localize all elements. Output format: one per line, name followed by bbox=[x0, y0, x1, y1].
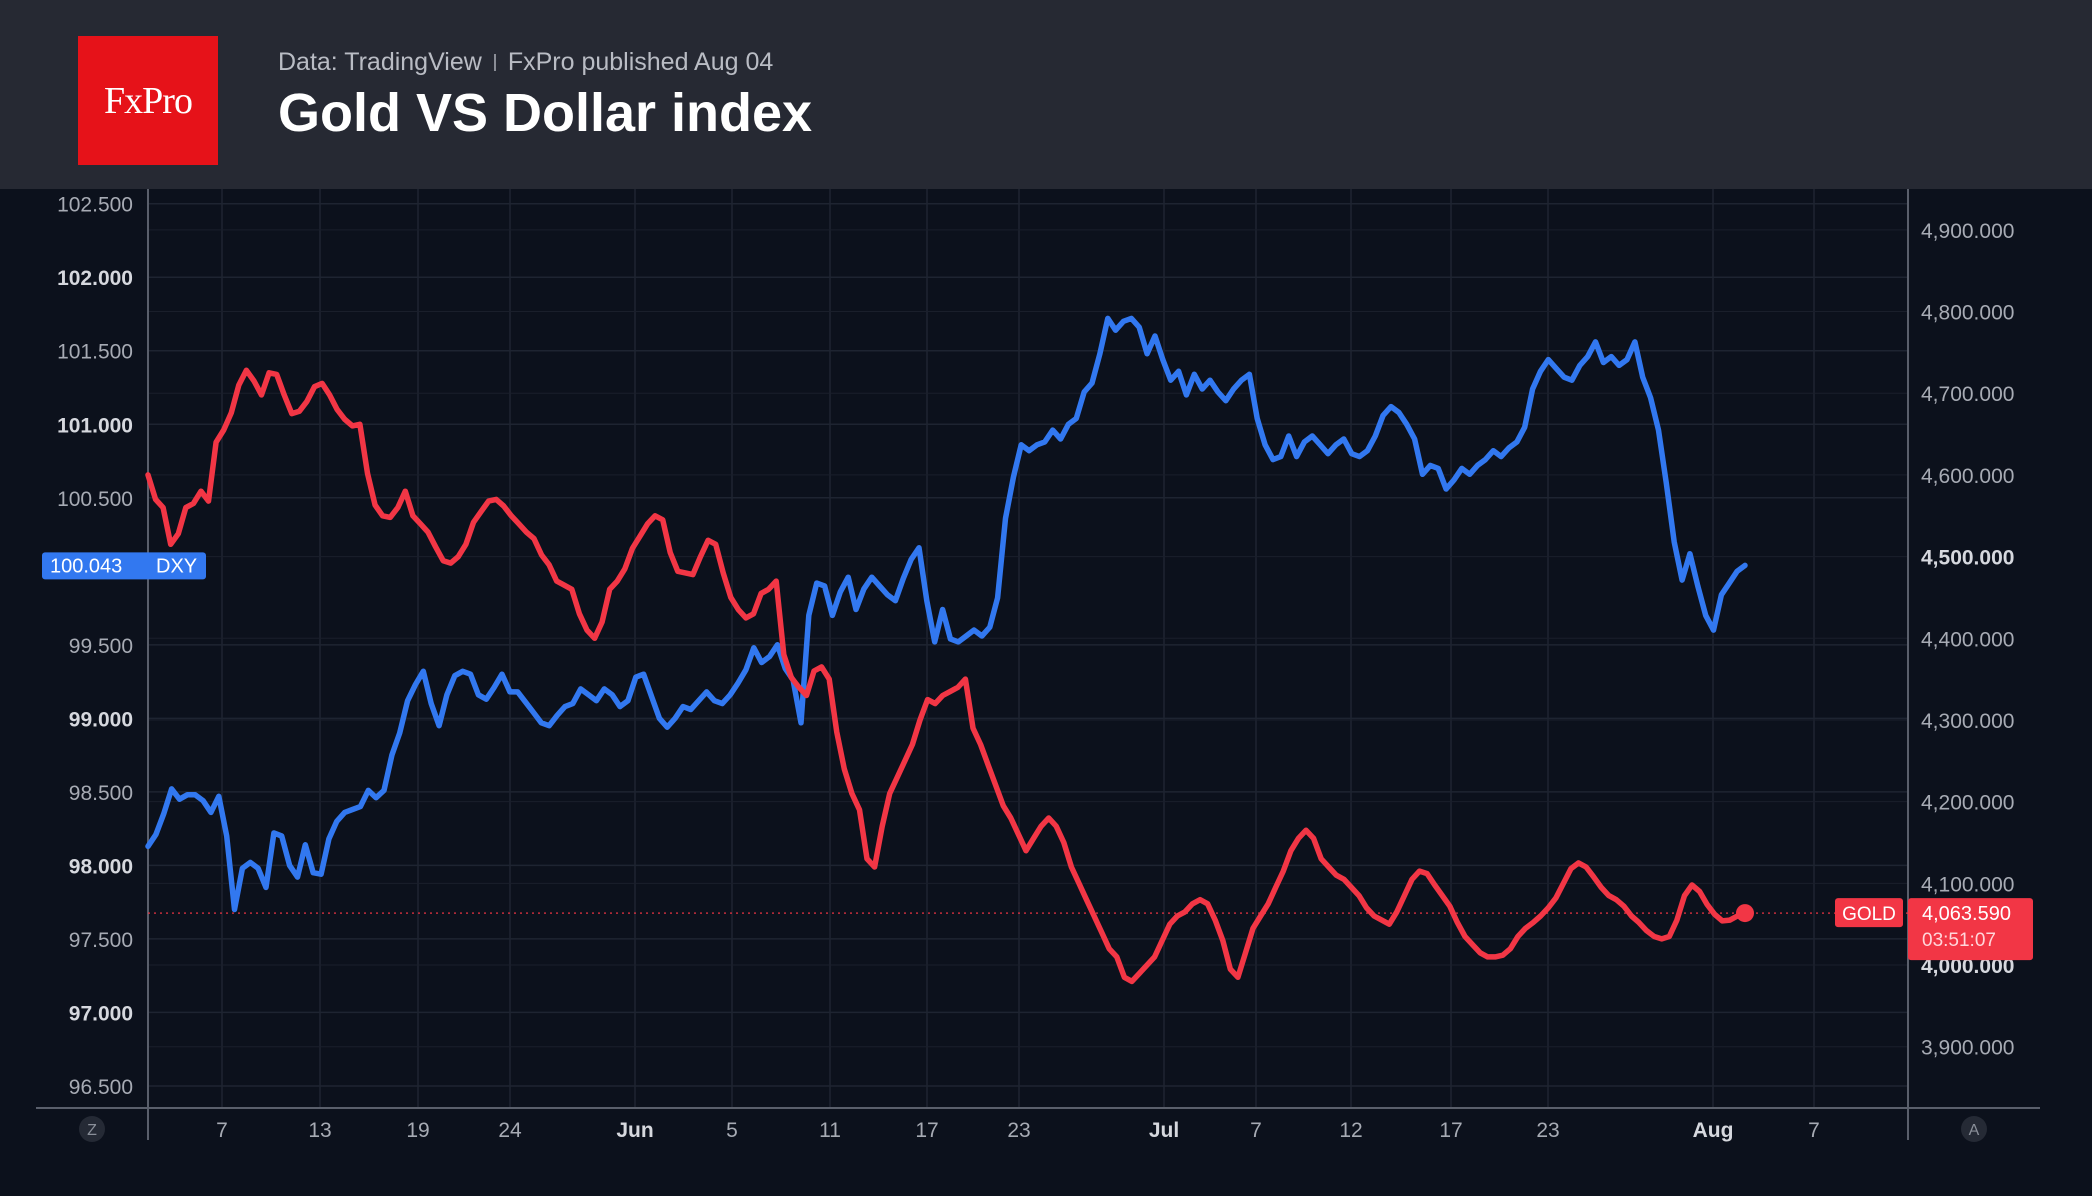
right-axis-tick-label: 4,400.000 bbox=[1921, 628, 2014, 651]
axis-button-a[interactable] bbox=[1961, 1116, 1987, 1142]
left-axis-tick-label: 98.000 bbox=[69, 855, 133, 878]
data-source: Data: TradingView bbox=[278, 48, 482, 76]
axis-button-label: A bbox=[1969, 1122, 1980, 1139]
left-axis-tick-label: 96.500 bbox=[69, 1076, 133, 1099]
gold-price-badge bbox=[1908, 898, 2033, 961]
right-axis-tick-label: 4,200.000 bbox=[1921, 792, 2014, 815]
series-line-gold bbox=[145, 367, 1748, 985]
x-axis-tick-label: 24 bbox=[498, 1119, 522, 1142]
dxy-price-badge bbox=[42, 552, 206, 580]
right-axis-tick-label: 4,600.000 bbox=[1921, 465, 2014, 488]
source-line: Data: TradingView FxPro published Aug 04 bbox=[278, 48, 773, 77]
dxy-series-name: DXY bbox=[156, 555, 197, 577]
x-axis-tick-label: Jul bbox=[1149, 1119, 1179, 1142]
left-axis-tick-label: 101.500 bbox=[57, 341, 133, 364]
separator bbox=[493, 54, 496, 71]
x-axis-tick-label: 5 bbox=[726, 1119, 738, 1142]
axis-button-label: Z bbox=[87, 1122, 97, 1139]
gold-countdown: 03:51:07 bbox=[1922, 930, 1996, 951]
gold-last-point bbox=[1736, 904, 1754, 923]
header-bar: FxPro Data: TradingView FxPro published A… bbox=[0, 0, 2092, 189]
x-axis-tick-label: 17 bbox=[1439, 1119, 1462, 1142]
series-line-dxy bbox=[145, 315, 1748, 913]
published-date: FxPro published Aug 04 bbox=[507, 48, 774, 76]
logo-text: FxPro bbox=[104, 79, 193, 122]
right-axis-tick-label: 3,900.000 bbox=[1921, 1037, 2014, 1060]
gold-series-name: GOLD bbox=[1842, 904, 1896, 925]
dxy-last-value: 100.043 bbox=[50, 555, 122, 577]
x-axis-tick-label: Aug bbox=[1693, 1119, 1734, 1142]
right-axis-tick-label: 4,800.000 bbox=[1921, 302, 2014, 325]
right-axis-tick-label: 4,100.000 bbox=[1921, 873, 2014, 896]
x-axis-tick-label: 7 bbox=[1250, 1119, 1262, 1142]
x-axis-tick-label: 19 bbox=[406, 1119, 429, 1142]
left-axis-tick-label: 100.500 bbox=[57, 488, 133, 511]
left-axis-tick-label: 101.000 bbox=[57, 414, 133, 437]
right-axis-tick-label: 4,000.000 bbox=[1921, 955, 2014, 978]
right-axis-tick-label: 4,700.000 bbox=[1921, 383, 2014, 406]
x-axis-tick-label: 12 bbox=[1339, 1119, 1362, 1142]
axis-button-z[interactable] bbox=[79, 1116, 105, 1142]
x-axis-tick-label: Jun bbox=[616, 1119, 653, 1142]
right-axis-tick-label: 4,900.000 bbox=[1921, 220, 2014, 243]
gold-series-badge bbox=[1835, 898, 1903, 928]
x-axis-tick-label: 23 bbox=[1536, 1119, 1559, 1142]
left-axis-tick-label: 98.500 bbox=[69, 782, 133, 805]
chart-title: Gold VS Dollar index bbox=[278, 83, 813, 143]
left-axis-tick-label: 99.500 bbox=[69, 635, 133, 658]
left-axis-tick-label: 97.000 bbox=[69, 1002, 133, 1025]
right-axis-tick-label: 4,500.000 bbox=[1921, 547, 2014, 570]
x-axis-tick-label: 11 bbox=[819, 1119, 841, 1142]
left-axis-tick-label: 97.500 bbox=[69, 929, 133, 952]
right-axis-tick-label: 4,300.000 bbox=[1921, 710, 2014, 733]
x-axis-tick-label: 17 bbox=[915, 1119, 938, 1142]
fxpro-logo: FxPro bbox=[78, 36, 218, 165]
x-axis-tick-label: 13 bbox=[308, 1119, 331, 1142]
x-axis-tick-label: 7 bbox=[216, 1119, 228, 1142]
x-axis-tick-label: 23 bbox=[1007, 1119, 1030, 1142]
left-axis-tick-label: 102.500 bbox=[57, 194, 133, 217]
x-axis-tick-label: 7 bbox=[1808, 1119, 1820, 1142]
left-axis-tick-label: 102.000 bbox=[57, 267, 133, 290]
left-axis-tick-label: 99.000 bbox=[69, 708, 133, 731]
gold-last-value: 4,063.590 bbox=[1922, 903, 2011, 925]
